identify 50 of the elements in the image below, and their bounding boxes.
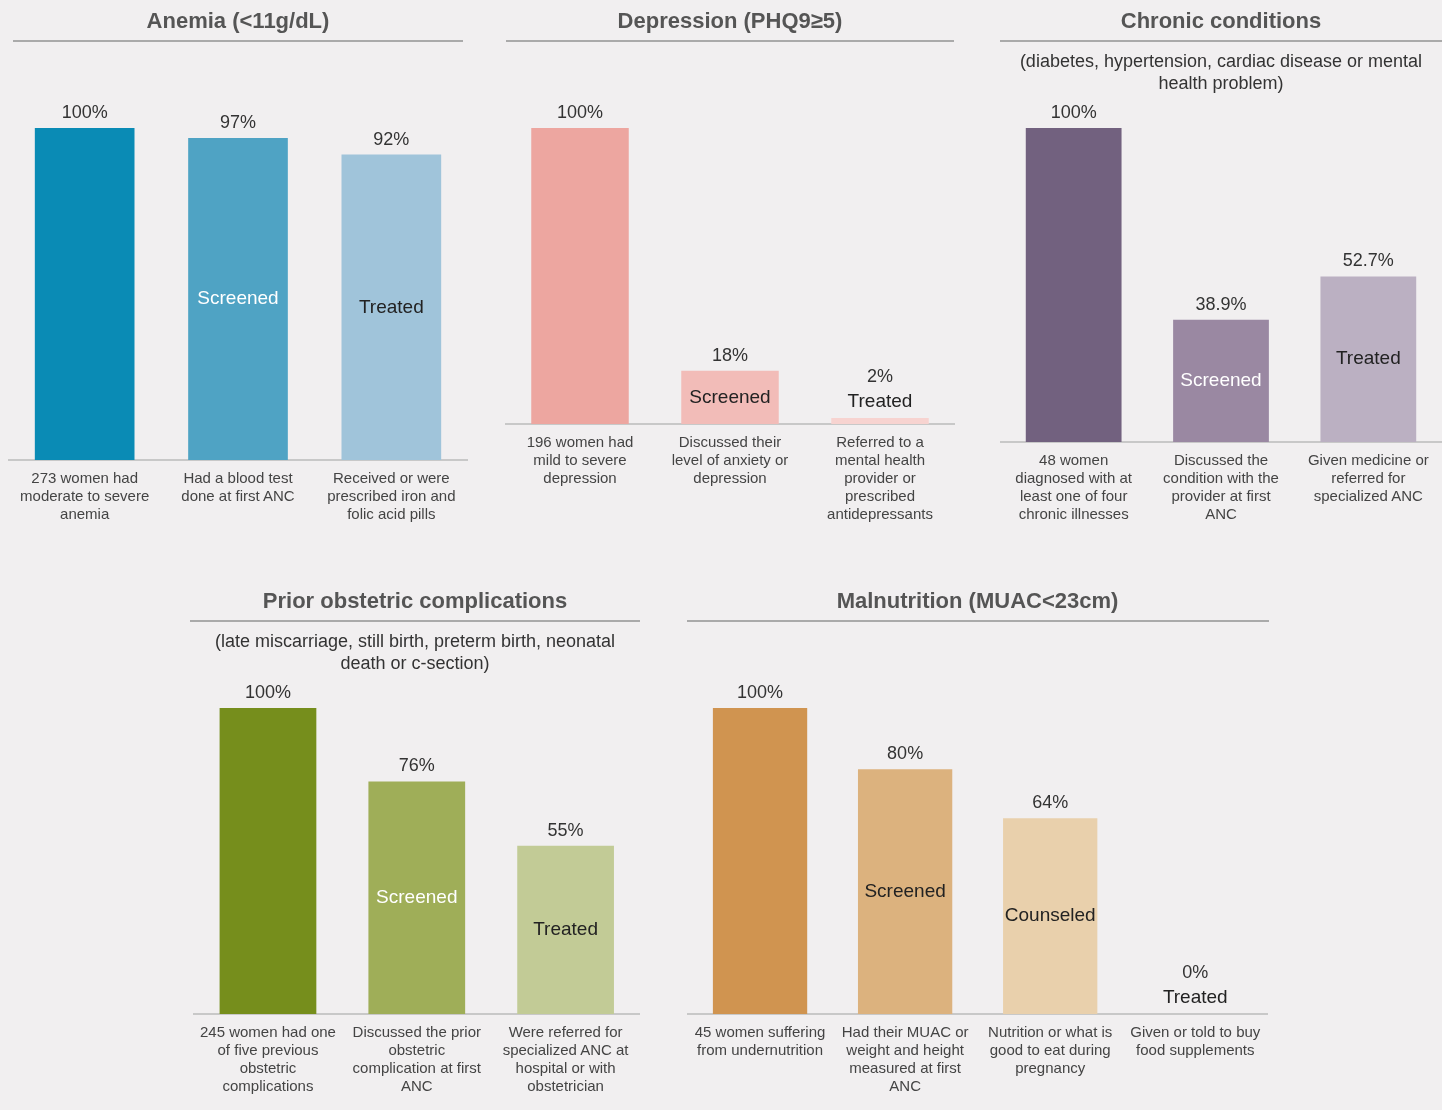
data-label: 38.9% — [1195, 293, 1247, 314]
annotation: Treated — [533, 918, 598, 940]
data-label: 2% — [866, 366, 894, 387]
x-tick-label: Given medicine or referred for specialized ANC — [1307, 451, 1429, 505]
x-tick-label: Discussed the prior obstetric complication at first ANC — [352, 1023, 482, 1095]
x-tick-label: Nutrition or what is good to eat during pregnancy — [988, 1023, 1113, 1077]
annotation: Screened — [197, 287, 279, 309]
data-label: 76% — [398, 755, 435, 776]
chart-title: Prior obstetric complications — [190, 588, 640, 622]
x-tick-label: Were referred for specialized ANC at hospital or with obstetrician — [502, 1023, 630, 1095]
data-label: 18% — [711, 344, 749, 365]
x-tick-label: Given or told to buy food supplements — [1130, 1023, 1261, 1059]
data-label: 92% — [373, 128, 410, 149]
x-tick-label: 196 women had mild to severe depression — [526, 433, 634, 487]
data-label: 100% — [556, 101, 604, 122]
chart-title: Chronic conditions — [1000, 8, 1442, 42]
x-tick-label: 245 women had one of five previous obstetric complications — [200, 1023, 336, 1095]
annotation: Screened — [689, 385, 771, 407]
data-label: 100% — [737, 681, 784, 702]
chart-title: Depression (PHQ9≥5) — [506, 8, 954, 42]
x-tick-label: 45 women suffering from undernutrition — [694, 1023, 826, 1059]
chart-subtitle: (diabetes, hypertension, cardiac disease or mental health problem) — [1018, 50, 1424, 94]
chart-title: Anemia (<11g/dL) — [13, 8, 463, 42]
x-tick-label: Discussed the condition with the provider at first ANC — [1163, 451, 1279, 523]
x-tick-label: Had a blood test done at first ANC — [181, 469, 295, 505]
annotation: Screened — [1180, 369, 1262, 391]
x-tick-label: 273 women had moderate to severe anemia — [20, 469, 150, 523]
data-label: 80% — [887, 743, 924, 764]
data-label: 64% — [1032, 792, 1069, 813]
chart-title: Malnutrition (MUAC<23cm) — [686, 588, 1269, 622]
x-tick-label: Referred to a mental health provider or prescribed antidepressants — [827, 433, 933, 523]
annotation: Screened — [864, 879, 946, 901]
chart-subtitle: (late miscarriage, still birth, preterm birth, neonatal death or c-section) — [213, 630, 617, 674]
annotation: Screened — [376, 885, 458, 907]
annotation: Treated — [358, 295, 424, 317]
annotation: Counseled — [1004, 904, 1096, 926]
data-label: 100% — [61, 101, 108, 122]
x-tick-label: 48 women diagnosed with at least one of four chronic illnesses — [1015, 451, 1133, 523]
data-label: 0% — [1182, 961, 1209, 982]
data-label: 100% — [244, 681, 291, 702]
x-tick-label: Received or were prescribed iron and folic acid pills — [327, 469, 456, 523]
x-tick-label: Discussed their level of anxiety or depression — [671, 433, 789, 487]
annotation: Treated — [1162, 986, 1228, 1008]
data-label: 52.7% — [1342, 250, 1394, 271]
data-label: 100% — [1050, 101, 1097, 122]
x-tick-label: Had their MUAC or weight and height measured at first ANC — [841, 1023, 969, 1095]
annotation: Treated — [1335, 347, 1401, 369]
annotation: Treated — [847, 390, 913, 412]
data-label: 97% — [219, 111, 257, 132]
data-label: 55% — [547, 819, 584, 840]
